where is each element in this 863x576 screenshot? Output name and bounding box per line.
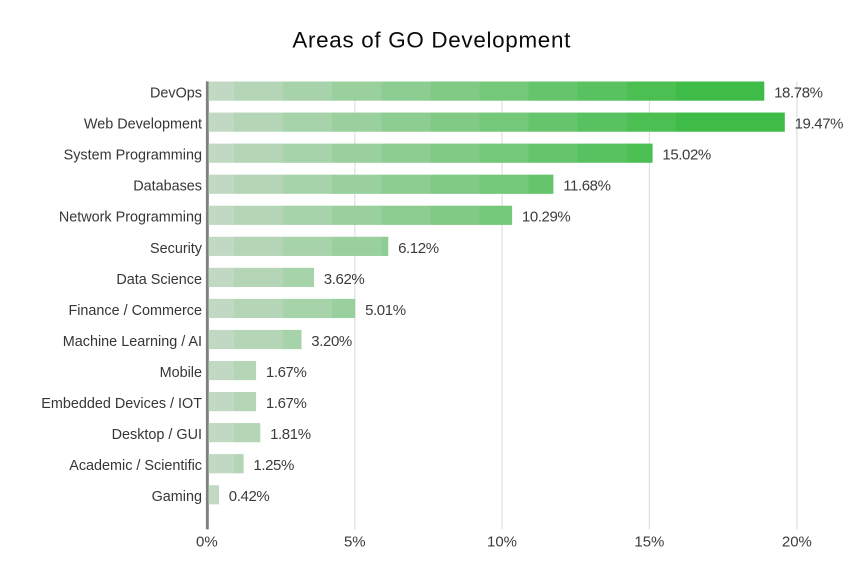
svg-text:1.67%: 1.67%	[266, 395, 307, 412]
svg-text:1.81%: 1.81%	[270, 426, 311, 443]
svg-text:Embedded Devices / IOT: Embedded Devices / IOT	[41, 396, 202, 412]
svg-text:5%: 5%	[344, 534, 366, 551]
svg-text:Data Science: Data Science	[116, 272, 202, 288]
svg-text:10.29%: 10.29%	[522, 209, 571, 226]
svg-text:15%: 15%	[634, 534, 664, 551]
svg-text:15.02%: 15.02%	[662, 147, 711, 164]
svg-text:11.68%: 11.68%	[563, 178, 610, 195]
svg-text:Gaming: Gaming	[152, 489, 202, 505]
svg-text:1.67%: 1.67%	[266, 364, 307, 381]
svg-text:0%: 0%	[196, 534, 218, 551]
svg-text:System Programming: System Programming	[64, 148, 202, 164]
svg-text:0.42%: 0.42%	[229, 488, 270, 505]
svg-text:20%: 20%	[782, 534, 812, 551]
svg-text:Areas of GO Development: Areas of GO Development	[292, 27, 571, 52]
svg-text:Desktop / GUI: Desktop / GUI	[112, 427, 202, 443]
svg-text:Databases: Databases	[133, 179, 202, 195]
svg-text:3.20%: 3.20%	[311, 333, 352, 350]
svg-text:18.78%: 18.78%	[774, 85, 823, 102]
svg-text:DevOps: DevOps	[150, 86, 202, 102]
svg-text:1.25%: 1.25%	[253, 457, 294, 474]
svg-text:Academic / Scientific: Academic / Scientific	[69, 458, 202, 474]
svg-text:3.62%: 3.62%	[324, 271, 365, 288]
svg-text:6.12%: 6.12%	[398, 240, 439, 257]
svg-text:19.47%: 19.47%	[795, 116, 844, 133]
svg-text:Finance / Commerce: Finance / Commerce	[68, 303, 202, 319]
svg-text:Web Development: Web Development	[84, 117, 202, 133]
svg-text:Network Programming: Network Programming	[59, 210, 202, 226]
svg-text:10%: 10%	[487, 534, 517, 551]
svg-text:Mobile: Mobile	[160, 365, 202, 381]
svg-text:Machine Learning / AI: Machine Learning / AI	[63, 334, 202, 350]
svg-text:5.01%: 5.01%	[365, 302, 406, 319]
svg-text:Security: Security	[150, 241, 203, 257]
